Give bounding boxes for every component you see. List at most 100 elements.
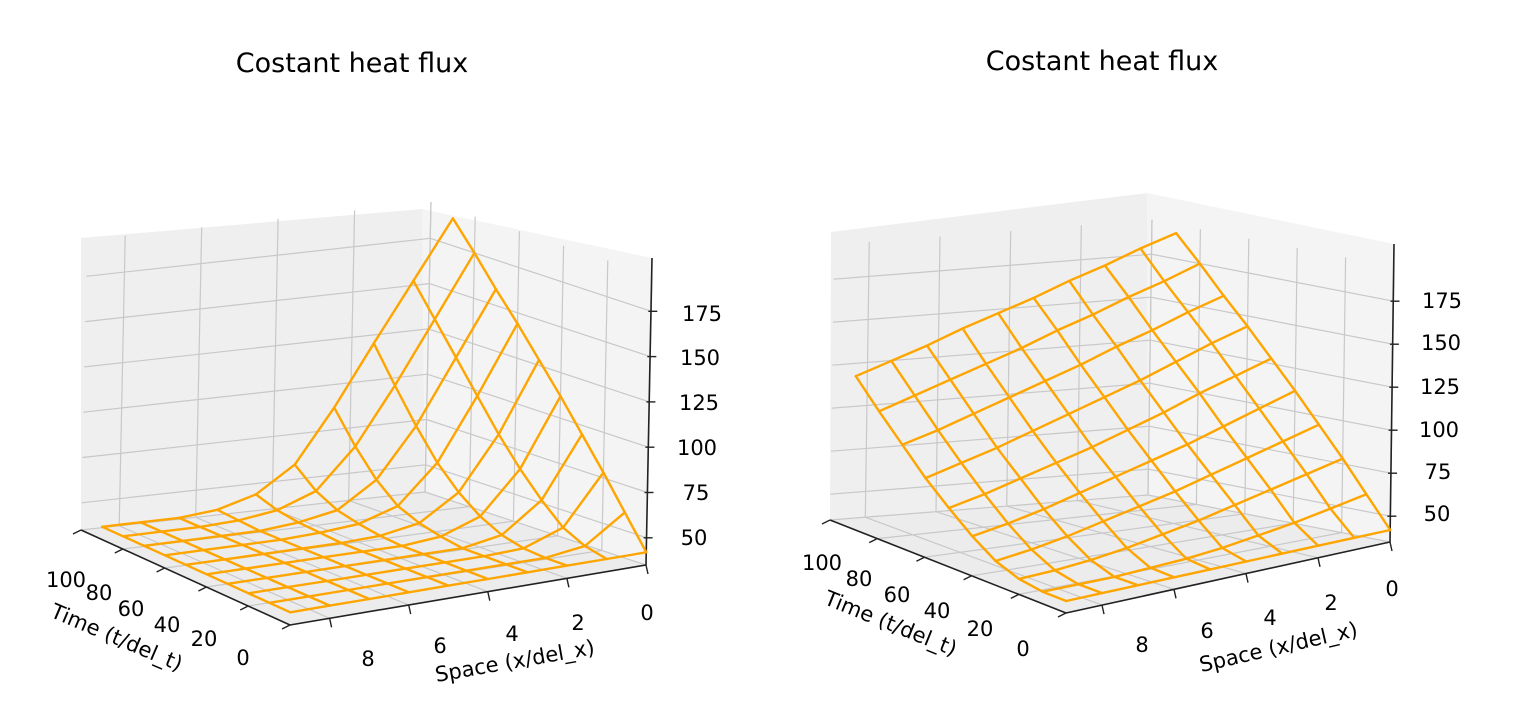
wire-line-const-space: [293, 463, 490, 581]
chart-title-left: Costant heat flux: [236, 48, 468, 79]
y-tickmark: [408, 604, 412, 615]
x-tick-right-0: 0: [1016, 637, 1029, 661]
z-tick-right-100: 100: [1419, 418, 1459, 442]
x-tickmark: [1010, 593, 1020, 600]
gridline-z-back-wall: [427, 373, 649, 448]
wire-line-const-space: [451, 217, 648, 554]
left-wall-pane-left: [81, 209, 425, 530]
gridline-y-left-wall: [1147, 219, 1153, 496]
y-tickmark: [1389, 541, 1393, 552]
gridline-z-left-wall: [81, 464, 426, 504]
gridline-x-back-wall: [1341, 257, 1347, 533]
z-tick-left-150: 150: [680, 346, 720, 370]
wire-line-const-time: [854, 231, 1178, 378]
x-tick-right-60: 60: [884, 583, 911, 607]
x-tickmark: [868, 537, 878, 544]
gridline-x-back-wall: [1244, 238, 1250, 514]
y-tick-right-4: 4: [1263, 606, 1276, 630]
gridline-y-floor: [1006, 505, 1247, 575]
wire-line-const-space: [1103, 264, 1320, 547]
z-tick-left-125: 125: [679, 391, 719, 415]
tick-labels-right: 100 80 60 40 20 0 8 6 4 2 0 175 150 125 …: [802, 289, 1462, 661]
y-tickmark: [1245, 573, 1249, 583]
back-wall-pane-left: [422, 209, 652, 565]
y-tick-right-2: 2: [1324, 591, 1337, 615]
gridline-z-left-wall: [84, 328, 429, 368]
gridline-x-floor: [1018, 532, 1342, 595]
wire-line-const-space: [412, 279, 608, 561]
y-tick-left-0: 0: [640, 601, 653, 625]
subplot-left: Costant heat flux 100 80 60 40 20 0 8 6 …: [46, 48, 722, 688]
wire-line-const-space: [139, 521, 331, 607]
wire-line-const-space: [1174, 231, 1392, 532]
x-tickmark: [156, 567, 165, 573]
x-axis-label-left: Time (t/del_t): [46, 599, 186, 677]
x-tick-right-80: 80: [846, 567, 873, 591]
gridline-x-floor: [829, 494, 1149, 521]
y-axis-label-right: Space (x/del_x): [1197, 617, 1360, 678]
wire-line-const-space: [925, 344, 1140, 587]
x-tick-left-80: 80: [86, 581, 113, 605]
x-tickmark: [72, 529, 82, 535]
x-tickmark: [114, 548, 124, 554]
wire-line-const-time: [184, 358, 541, 566]
surface-wireframe-right: [854, 231, 1392, 603]
wire-line-const-time: [947, 357, 1273, 510]
gridline-y-left-wall: [271, 218, 279, 509]
wire-line-const-space: [1068, 279, 1284, 555]
tick-labels-left: 100 80 60 40 20 0 8 6 4 2 0 175 150 125 …: [46, 302, 722, 671]
wire-line-const-time: [877, 262, 1202, 413]
wire-line-const-time: [247, 471, 605, 595]
wire-line-const-space: [961, 327, 1176, 579]
wire-line-const-space: [216, 508, 411, 594]
y-tick-right-6: 6: [1200, 619, 1213, 643]
wire-line-const-time: [100, 217, 455, 528]
wire-line-const-time: [924, 325, 1249, 480]
gridline-x-floor: [971, 522, 1294, 577]
z-tick-right-175: 175: [1422, 289, 1462, 313]
wire-line-const-time: [268, 511, 626, 604]
left-wall-pane-right: [830, 193, 1148, 520]
chart-title-right: Costant heat flux: [986, 46, 1218, 77]
time-axis-line-left: [80, 529, 291, 626]
gridline-x-back-wall: [1292, 247, 1298, 524]
gridline-z-left-wall: [83, 373, 428, 413]
x-tick-right-40: 40: [924, 599, 951, 623]
z-axis-line-right: [1389, 243, 1395, 543]
x-tick-left-20: 20: [191, 627, 218, 651]
wire-line-const-time: [163, 322, 519, 557]
wire-line-const-time: [121, 251, 476, 538]
gridline-z-back-wall: [1148, 425, 1392, 474]
wire-line-const-space: [333, 406, 529, 574]
x-tickmark: [821, 519, 831, 525]
gridline-z-back-wall: [1151, 253, 1394, 302]
y-tick-right-8: 8: [1135, 633, 1148, 657]
wire-line-const-space: [1139, 247, 1356, 539]
gridline-z-back-wall: [1150, 339, 1393, 388]
z-tick-right-150: 150: [1421, 331, 1461, 355]
x-tickmark: [916, 556, 925, 562]
wire-line-const-time: [205, 395, 562, 576]
wire-line-const-space: [890, 359, 1104, 595]
time-axis-line-right: [829, 519, 1067, 614]
z-tick-right-50: 50: [1424, 502, 1451, 526]
surface-wireframe-left: [100, 217, 648, 614]
wire-line-const-time: [971, 389, 1297, 538]
space-axis-line-left: [289, 564, 647, 626]
gridline-x-back-wall: [601, 260, 609, 551]
z-tick-right-125: 125: [1420, 375, 1460, 399]
subplot-right: Costant heat flux 100 80 60 40 20 0 8 6 …: [802, 46, 1462, 678]
gridline-z-left-wall: [833, 253, 1152, 280]
wire-line-const-time: [142, 287, 498, 547]
gridline-y-left-wall: [935, 236, 941, 512]
x-tickmark: [198, 586, 207, 592]
gridline-y-floor: [424, 491, 647, 566]
gridline-y-left-wall: [195, 227, 203, 518]
wire-line-const-space: [177, 516, 371, 601]
gridline-z-back-wall: [1149, 382, 1392, 431]
y-tickmark: [328, 618, 333, 628]
x-tick-left-100: 100: [46, 568, 86, 592]
y-tickmark: [1101, 604, 1105, 615]
gridline-z-back-wall: [426, 418, 648, 494]
z-tick-left-100: 100: [677, 436, 717, 460]
